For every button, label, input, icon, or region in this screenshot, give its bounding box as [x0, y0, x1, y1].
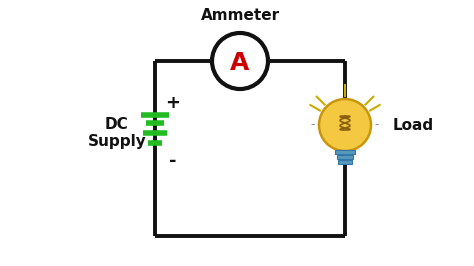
Circle shape — [319, 99, 371, 151]
Text: Ammeter: Ammeter — [201, 8, 280, 23]
Bar — [337, 155, 353, 159]
Bar — [335, 150, 355, 154]
Text: +: + — [165, 94, 181, 112]
Text: -: - — [311, 118, 315, 131]
Text: Load: Load — [393, 118, 434, 132]
Text: -: - — [169, 152, 177, 170]
Text: A: A — [230, 51, 250, 75]
Text: DC
Supply: DC Supply — [88, 117, 146, 149]
Text: -: - — [375, 118, 379, 131]
Bar — [338, 160, 352, 164]
Circle shape — [212, 33, 268, 89]
